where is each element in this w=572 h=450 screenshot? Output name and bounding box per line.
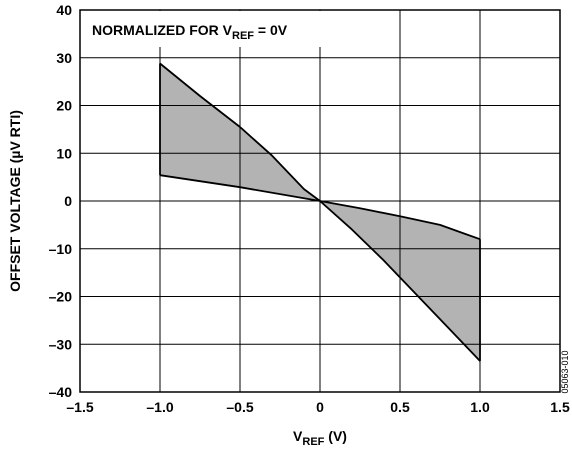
- series-line-2: [159, 174, 481, 241]
- plot-area-frame: [79, 9, 561, 393]
- x-tick-label: 1.0: [470, 399, 490, 415]
- y-tick-label: 20: [56, 98, 72, 114]
- curves-layer: [159, 62, 481, 362]
- y-tick-label: 0: [64, 193, 72, 209]
- x-axis-title-suffix: (V): [324, 428, 347, 444]
- annotation-text: NORMALIZED FOR VREF = 0V: [92, 22, 288, 42]
- y-tick-label: –40: [49, 384, 73, 400]
- y-tick-label: 10: [56, 145, 72, 161]
- x-axis-title-subscript: REF: [302, 436, 324, 448]
- x-tick-label: 0.5: [390, 399, 410, 415]
- x-tick-label: –1.5: [66, 399, 93, 415]
- x-tick-label: –1.0: [146, 399, 173, 415]
- y-tick-label: –10: [49, 241, 73, 257]
- y-axis-title: OFFSET VOLTAGE (µV RTI): [7, 110, 23, 292]
- y-tick-label: –20: [49, 289, 73, 305]
- x-tick-label: 1.5: [550, 399, 570, 415]
- x-axis-title: VREF (V): [293, 428, 347, 448]
- annotation-box: [81, 11, 334, 47]
- y-tick-label: 30: [56, 50, 72, 66]
- x-axis-title-main: V: [293, 428, 303, 444]
- annotation-subscript: REF: [232, 30, 254, 42]
- x-tick-label: –0.5: [226, 399, 253, 415]
- x-tick-labels: –1.5 –1.0 –0.5 0 0.5 1.0 1.5: [66, 399, 570, 415]
- x-tick-label: 0: [316, 399, 324, 415]
- annotation-main: NORMALIZED FOR V: [92, 22, 233, 38]
- y-tick-label: –30: [49, 336, 73, 352]
- annotation-suffix: = 0V: [254, 22, 288, 38]
- y-tick-label: 40: [56, 2, 72, 18]
- y-tick-labels: 40 30 20 10 0 –10 –20 –30 –40: [49, 2, 73, 400]
- figure-id: 05063-010: [560, 350, 570, 393]
